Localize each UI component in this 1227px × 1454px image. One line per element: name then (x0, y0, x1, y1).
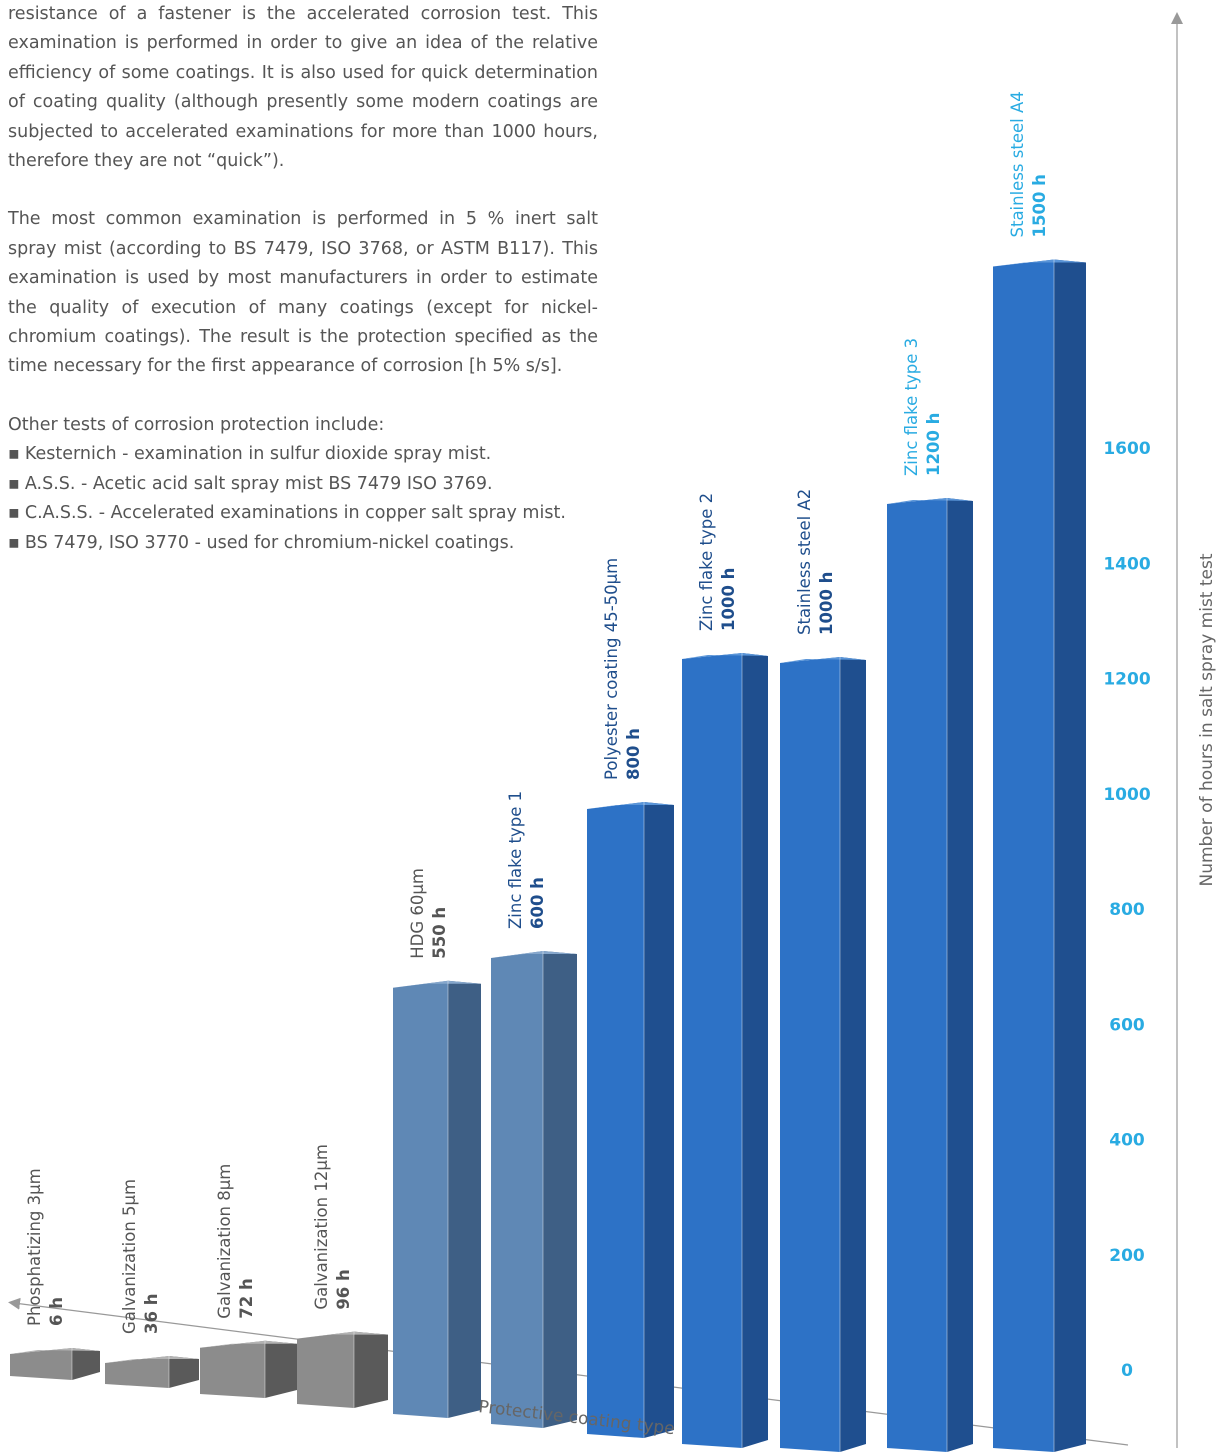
bar-top (10, 1348, 100, 1354)
category-label: Phosphatizing 3µm (25, 1168, 44, 1326)
bar-side (543, 951, 577, 1428)
category-label: Zinc flake type 2 (697, 493, 716, 631)
bar-front (297, 1331, 354, 1408)
paragraph-salt-spray: The most common examination is performed… (8, 209, 598, 377)
bar-side (742, 653, 768, 1448)
value-label: 96 h (334, 1269, 353, 1309)
bar (10, 1348, 100, 1380)
bar-label-group: Stainless steel A4 1500 h (1008, 91, 1049, 237)
value-label: 550 h (430, 907, 449, 959)
bars (10, 259, 1086, 1452)
bar-top (393, 980, 481, 988)
bar-side (448, 980, 481, 1418)
bar-front (393, 980, 448, 1418)
bar-front (105, 1356, 169, 1388)
category-label: Stainless steel A2 (795, 489, 814, 635)
list-item: BS 7479, ISO 3770 - used for chromium-ni… (8, 529, 598, 558)
bar-side (644, 802, 674, 1438)
bar-top (587, 802, 674, 809)
y-tick-label: 800 (1109, 900, 1145, 920)
y-tick-label: 1400 (1103, 554, 1150, 574)
bar-label-group: HDG 60µm 550 h (408, 868, 449, 959)
y-tick-label: 0 (1121, 1361, 1133, 1381)
bar-side (169, 1356, 199, 1388)
bar-label-group: Zinc flake type 3 1200 h (902, 338, 943, 476)
value-label: 600 h (528, 877, 547, 929)
list-item: A.S.S. - Acetic acid salt spray mist BS … (8, 470, 598, 499)
bar-top (491, 951, 577, 958)
list-item: Kesternich - examination in sulfur dioxi… (8, 440, 598, 469)
y-tick-label: 1200 (1103, 670, 1150, 690)
bar-label-group: Galvanization 5µm 36 h (120, 1179, 161, 1334)
bar (587, 802, 674, 1438)
value-label: 800 h (624, 728, 643, 780)
bar (780, 657, 866, 1452)
text-block: resistance of a fastener is the accelera… (8, 0, 598, 558)
category-label: Polyester coating 45-50µm (602, 558, 621, 780)
bar-top (200, 1340, 297, 1348)
bar-label-group: Stainless steel A2 1000 h (795, 489, 836, 635)
bar-front (10, 1348, 72, 1380)
value-label: 1500 h (1030, 174, 1049, 237)
y-tick-label: 600 (1109, 1015, 1145, 1035)
bar-side (1054, 259, 1086, 1452)
y-tick-label: 1000 (1103, 785, 1150, 805)
bar (993, 259, 1086, 1452)
list-item: C.A.S.S. - Accelerated examinations in c… (8, 499, 598, 528)
bar-side (72, 1348, 100, 1380)
bar-top (682, 653, 768, 659)
bar-front (587, 802, 644, 1438)
bar-label-group: Zinc flake type 2 1000 h (697, 493, 738, 631)
bar-front (491, 951, 543, 1428)
y-ticks: 0 200 400 600 800 1000 1200 1400 1600 (1103, 439, 1150, 1381)
other-tests-intro: Other tests of corrosion protection incl… (8, 414, 385, 435)
bar-side (947, 498, 973, 1452)
category-label: Zinc flake type 3 (902, 338, 921, 476)
bar-front (682, 653, 742, 1448)
bar (887, 498, 973, 1452)
category-label: HDG 60µm (408, 868, 427, 959)
paragraph-intro: resistance of a fastener is the accelera… (8, 4, 598, 172)
y-axis-title: Number of hours in salt spray mist test (1197, 553, 1217, 886)
value-label: 36 h (142, 1294, 161, 1334)
bar (491, 951, 577, 1428)
y-tick-label: 1600 (1103, 439, 1150, 459)
category-label: Galvanization 5µm (120, 1179, 139, 1334)
bar-label-group: Galvanization 12µm 96 h (312, 1144, 353, 1310)
bar-front (993, 259, 1054, 1452)
bar-side (265, 1340, 297, 1398)
bar-front (200, 1340, 265, 1398)
bar-front (780, 657, 840, 1452)
bar-label-group: Polyester coating 45-50µm 800 h (602, 558, 643, 780)
value-label: 1000 h (719, 568, 738, 631)
y-tick-label: 200 (1109, 1246, 1145, 1266)
bar-side (840, 657, 866, 1452)
bar-labels: Phosphatizing 3µm 6 h Galvanization 5µm 36 … (25, 91, 1049, 1334)
bar-top (297, 1331, 388, 1339)
category-label: Stainless steel A4 (1008, 91, 1027, 237)
y-tick-label: 400 (1109, 1131, 1145, 1151)
bar-top (993, 259, 1086, 267)
bar-label-group: Galvanization 8µm 72 h (215, 1164, 256, 1319)
bar (393, 980, 481, 1418)
bar (200, 1340, 297, 1398)
bar (682, 653, 768, 1448)
bar-top (887, 498, 973, 504)
value-label: 1200 h (924, 413, 943, 476)
category-label: Galvanization 8µm (215, 1164, 234, 1319)
category-label: Galvanization 12µm (312, 1144, 331, 1310)
value-label: 72 h (237, 1278, 256, 1318)
bar-side (354, 1331, 388, 1408)
bar (297, 1331, 388, 1408)
bar-label-group: Phosphatizing 3µm 6 h (25, 1168, 66, 1326)
bar-label-group: Zinc flake type 1 600 h (506, 791, 547, 929)
bar (105, 1356, 199, 1388)
bar-top (105, 1356, 199, 1363)
value-label: 6 h (47, 1297, 66, 1326)
category-label: Zinc flake type 1 (506, 791, 525, 929)
bar-front (887, 498, 947, 1452)
bar-top (780, 657, 866, 663)
value-label: 1000 h (817, 572, 836, 635)
